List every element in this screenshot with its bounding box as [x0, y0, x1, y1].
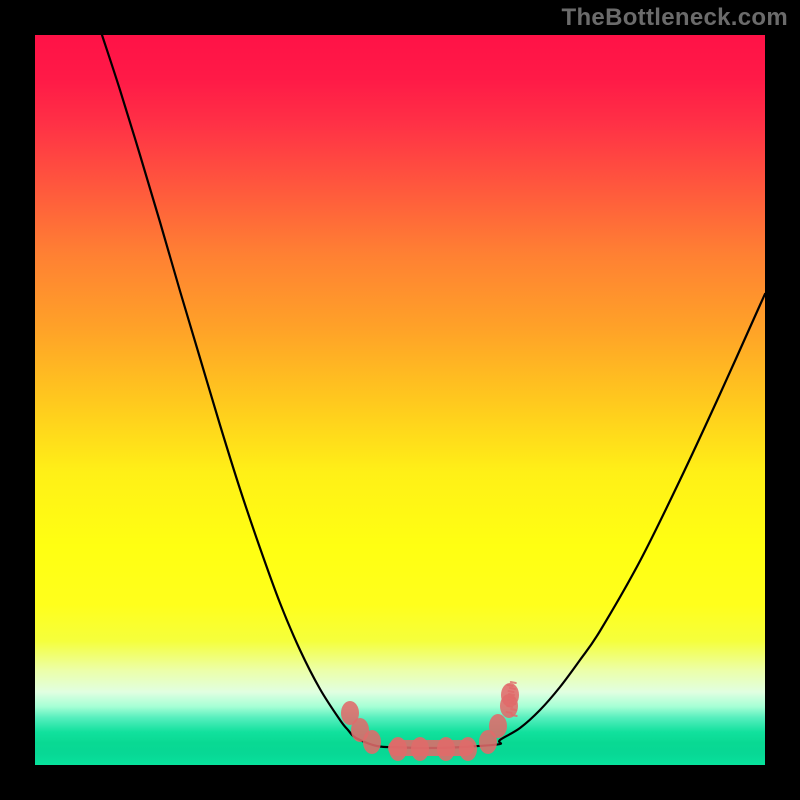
watermark-text: TheBottleneck.com	[562, 4, 788, 32]
marker-group	[341, 683, 519, 761]
curve-marker	[363, 730, 381, 754]
curve-marker-bottom-bar	[388, 740, 474, 756]
chart-container: TheBottleneck.com	[0, 0, 800, 800]
bottleneck-curve	[102, 35, 765, 748]
curve-marker	[489, 714, 507, 738]
curve-marker	[501, 683, 519, 707]
bottleneck-curve-chart	[0, 0, 800, 800]
